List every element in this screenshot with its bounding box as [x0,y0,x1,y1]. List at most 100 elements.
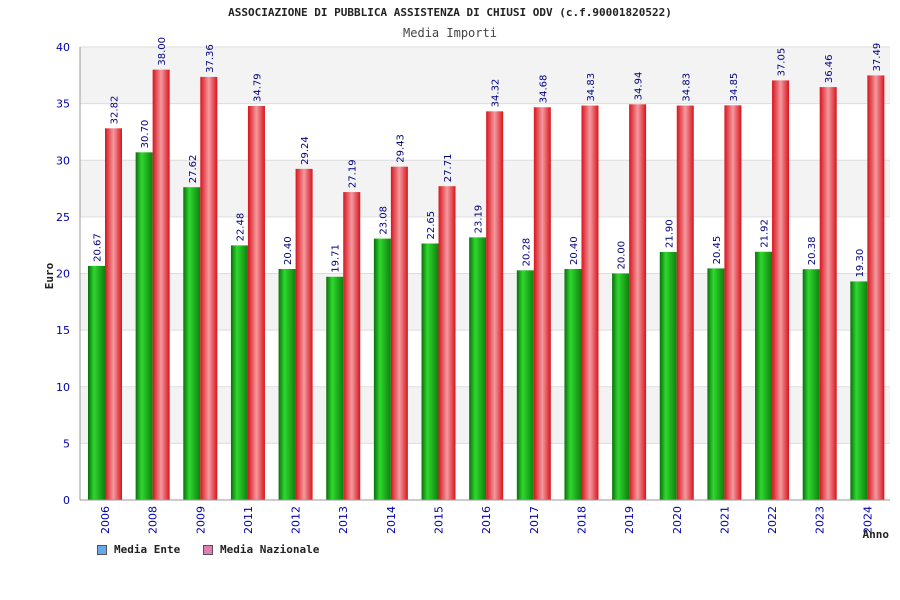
bar-media-ente [230,245,248,500]
bar-media-nazionale [581,105,599,501]
bar-media-ente [421,243,439,500]
value-label-media-ente: 20.67 [93,233,104,262]
bar-media-ente [516,270,534,500]
chart-subtitle: Media Importi [403,26,497,40]
bar-media-ente [135,152,153,500]
bar-media-nazionale [390,166,408,500]
bar-media-ente [707,268,725,500]
bar-media-nazionale [343,192,361,501]
value-label-media-ente: 19.30 [855,249,866,278]
value-label-media-ente: 21.92 [760,219,771,248]
bar-media-nazionale [295,168,313,500]
legend-swatch-media-ente [97,544,107,555]
y-tick-label: 20 [56,268,70,281]
legend-item-media-ente: Media Ente [97,543,180,556]
value-label-media-nazionale: 27.71 [443,154,454,183]
x-tick-label: 2013 [337,506,350,534]
value-label-media-ente: 21.90 [664,219,675,248]
bar-media-ente [88,265,105,500]
x-tick-label: 2009 [194,506,207,534]
bar-media-nazionale [105,128,122,500]
value-label-media-ente: 19.71 [331,244,342,273]
value-label-media-ente: 23.08 [378,206,389,235]
bar-media-ente [659,251,677,500]
bar-media-nazionale [486,111,504,501]
x-tick-label: 2021 [718,506,731,534]
x-tick-label: 2006 [99,506,112,534]
value-label-media-nazionale: 37.36 [205,44,216,73]
bar-media-nazionale [247,106,265,501]
x-tick-label: 2011 [242,506,255,534]
value-label-media-nazionale: 34.85 [729,73,740,102]
x-tick-label: 2023 [814,506,827,534]
x-tick-label: 2016 [480,506,493,534]
bar-media-ente [373,238,391,500]
bar-media-nazionale [438,186,456,500]
bar-media-nazionale [867,75,885,500]
value-label-media-nazionale: 29.43 [395,134,406,163]
value-label-media-ente: 20.40 [569,236,580,265]
legend-label-media-ente: Media Ente [114,543,181,556]
y-tick-label: 40 [56,41,70,54]
bar-media-nazionale [200,76,218,500]
value-label-media-ente: 22.65 [426,211,437,240]
x-tick-label: 2015 [433,506,446,534]
value-label-media-nazionale: 34.83 [586,73,597,102]
value-label-media-nazionale: 32.82 [110,96,121,125]
y-tick-label: 25 [56,211,70,224]
bar-media-nazionale [772,80,790,500]
bar-media-nazionale [676,105,694,501]
value-label-media-nazionale: 34.83 [681,73,692,102]
bar-media-ente [850,281,868,500]
bar-media-nazionale [152,69,170,501]
value-label-media-nazionale: 34.32 [491,79,502,108]
x-tick-label: 2024 [861,506,874,534]
y-tick-label: 30 [56,154,70,167]
value-label-media-nazionale: 29.24 [300,136,311,165]
value-label-media-nazionale: 34.79 [252,73,263,102]
value-label-media-ente: 30.70 [140,120,151,149]
bar-media-ente [278,268,296,500]
y-tick-label: 35 [56,98,70,111]
bar-media-ente [802,269,820,500]
value-label-media-ente: 23.19 [474,205,485,234]
x-tick-label: 2012 [290,506,303,534]
y-axis-label: Euro [43,262,56,289]
value-label-media-ente: 20.40 [283,236,294,265]
bar-media-ente [564,268,582,500]
bars [88,69,885,501]
y-tick-label: 0 [63,494,70,507]
bar-media-nazionale [533,107,551,501]
bar-media-nazionale [629,104,647,500]
x-tick-label: 2014 [385,506,398,534]
bar-media-ente [469,237,487,501]
bar-media-ente [612,273,630,500]
chart-title: ASSOCIAZIONE DI PUBBLICA ASSISTENZA DI C… [228,6,672,19]
x-tick-label: 2019 [623,506,636,534]
value-label-media-nazionale: 38.00 [157,37,168,66]
axes: 0 5 10 15 20 25 30 35 40 2006 2008 2009 2011 2012 2013… [56,41,890,534]
bar-media-ente [755,251,773,500]
value-label-media-nazionale: 37.49 [872,43,883,72]
value-label-media-nazionale: 37.05 [777,48,788,77]
y-tick-label: 15 [56,324,70,337]
value-label-media-ente: 22.48 [235,213,246,242]
x-tick-label: 2008 [147,506,160,534]
bar-media-ente [326,276,344,500]
value-labels: 20.67 32.82 30.70 38.00 27.62 37.36 22.48 34.79… [93,37,883,277]
legend-item-media-nazionale: Media Nazionale [203,543,319,556]
value-label-media-nazionale: 34.68 [538,75,549,104]
x-tick-label: 2020 [671,506,684,534]
x-tick-label: 2017 [528,506,541,534]
x-axis-label: Anno [863,528,890,541]
bar-media-nazionale [724,105,742,500]
value-label-media-ente: 27.62 [188,155,199,184]
value-label-media-ente: 20.38 [807,237,818,266]
bar-media-ente [183,187,201,501]
value-label-media-nazionale: 34.94 [634,72,645,101]
y-tick-label: 10 [56,381,70,394]
y-tick-label: 5 [63,437,70,450]
x-tick-label: 2018 [575,506,588,534]
value-label-media-ente: 20.28 [521,238,532,267]
